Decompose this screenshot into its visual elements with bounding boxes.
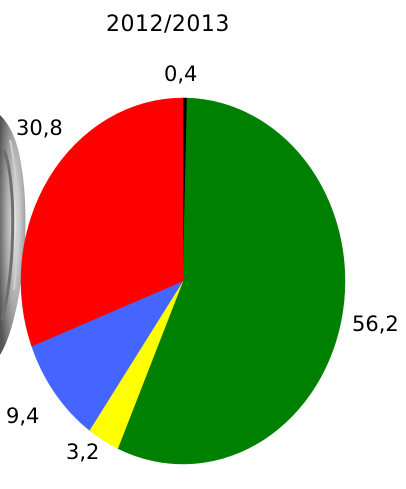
data-label-slice-2: 3,2: [66, 440, 100, 464]
data-label-slice-1: 56,2: [352, 312, 399, 336]
pie-slice-1: [117, 97, 346, 465]
pie-slice-4: [20, 97, 184, 347]
pie-slice-3: [31, 280, 184, 431]
coin-photo-fragment: [0, 115, 26, 355]
chart-title: 2012/2013: [106, 12, 230, 37]
data-label-slice-3: 9,4: [6, 404, 40, 428]
data-label-slice-4: 30,8: [16, 116, 63, 140]
data-label-slice-0: 0,4: [164, 62, 198, 86]
